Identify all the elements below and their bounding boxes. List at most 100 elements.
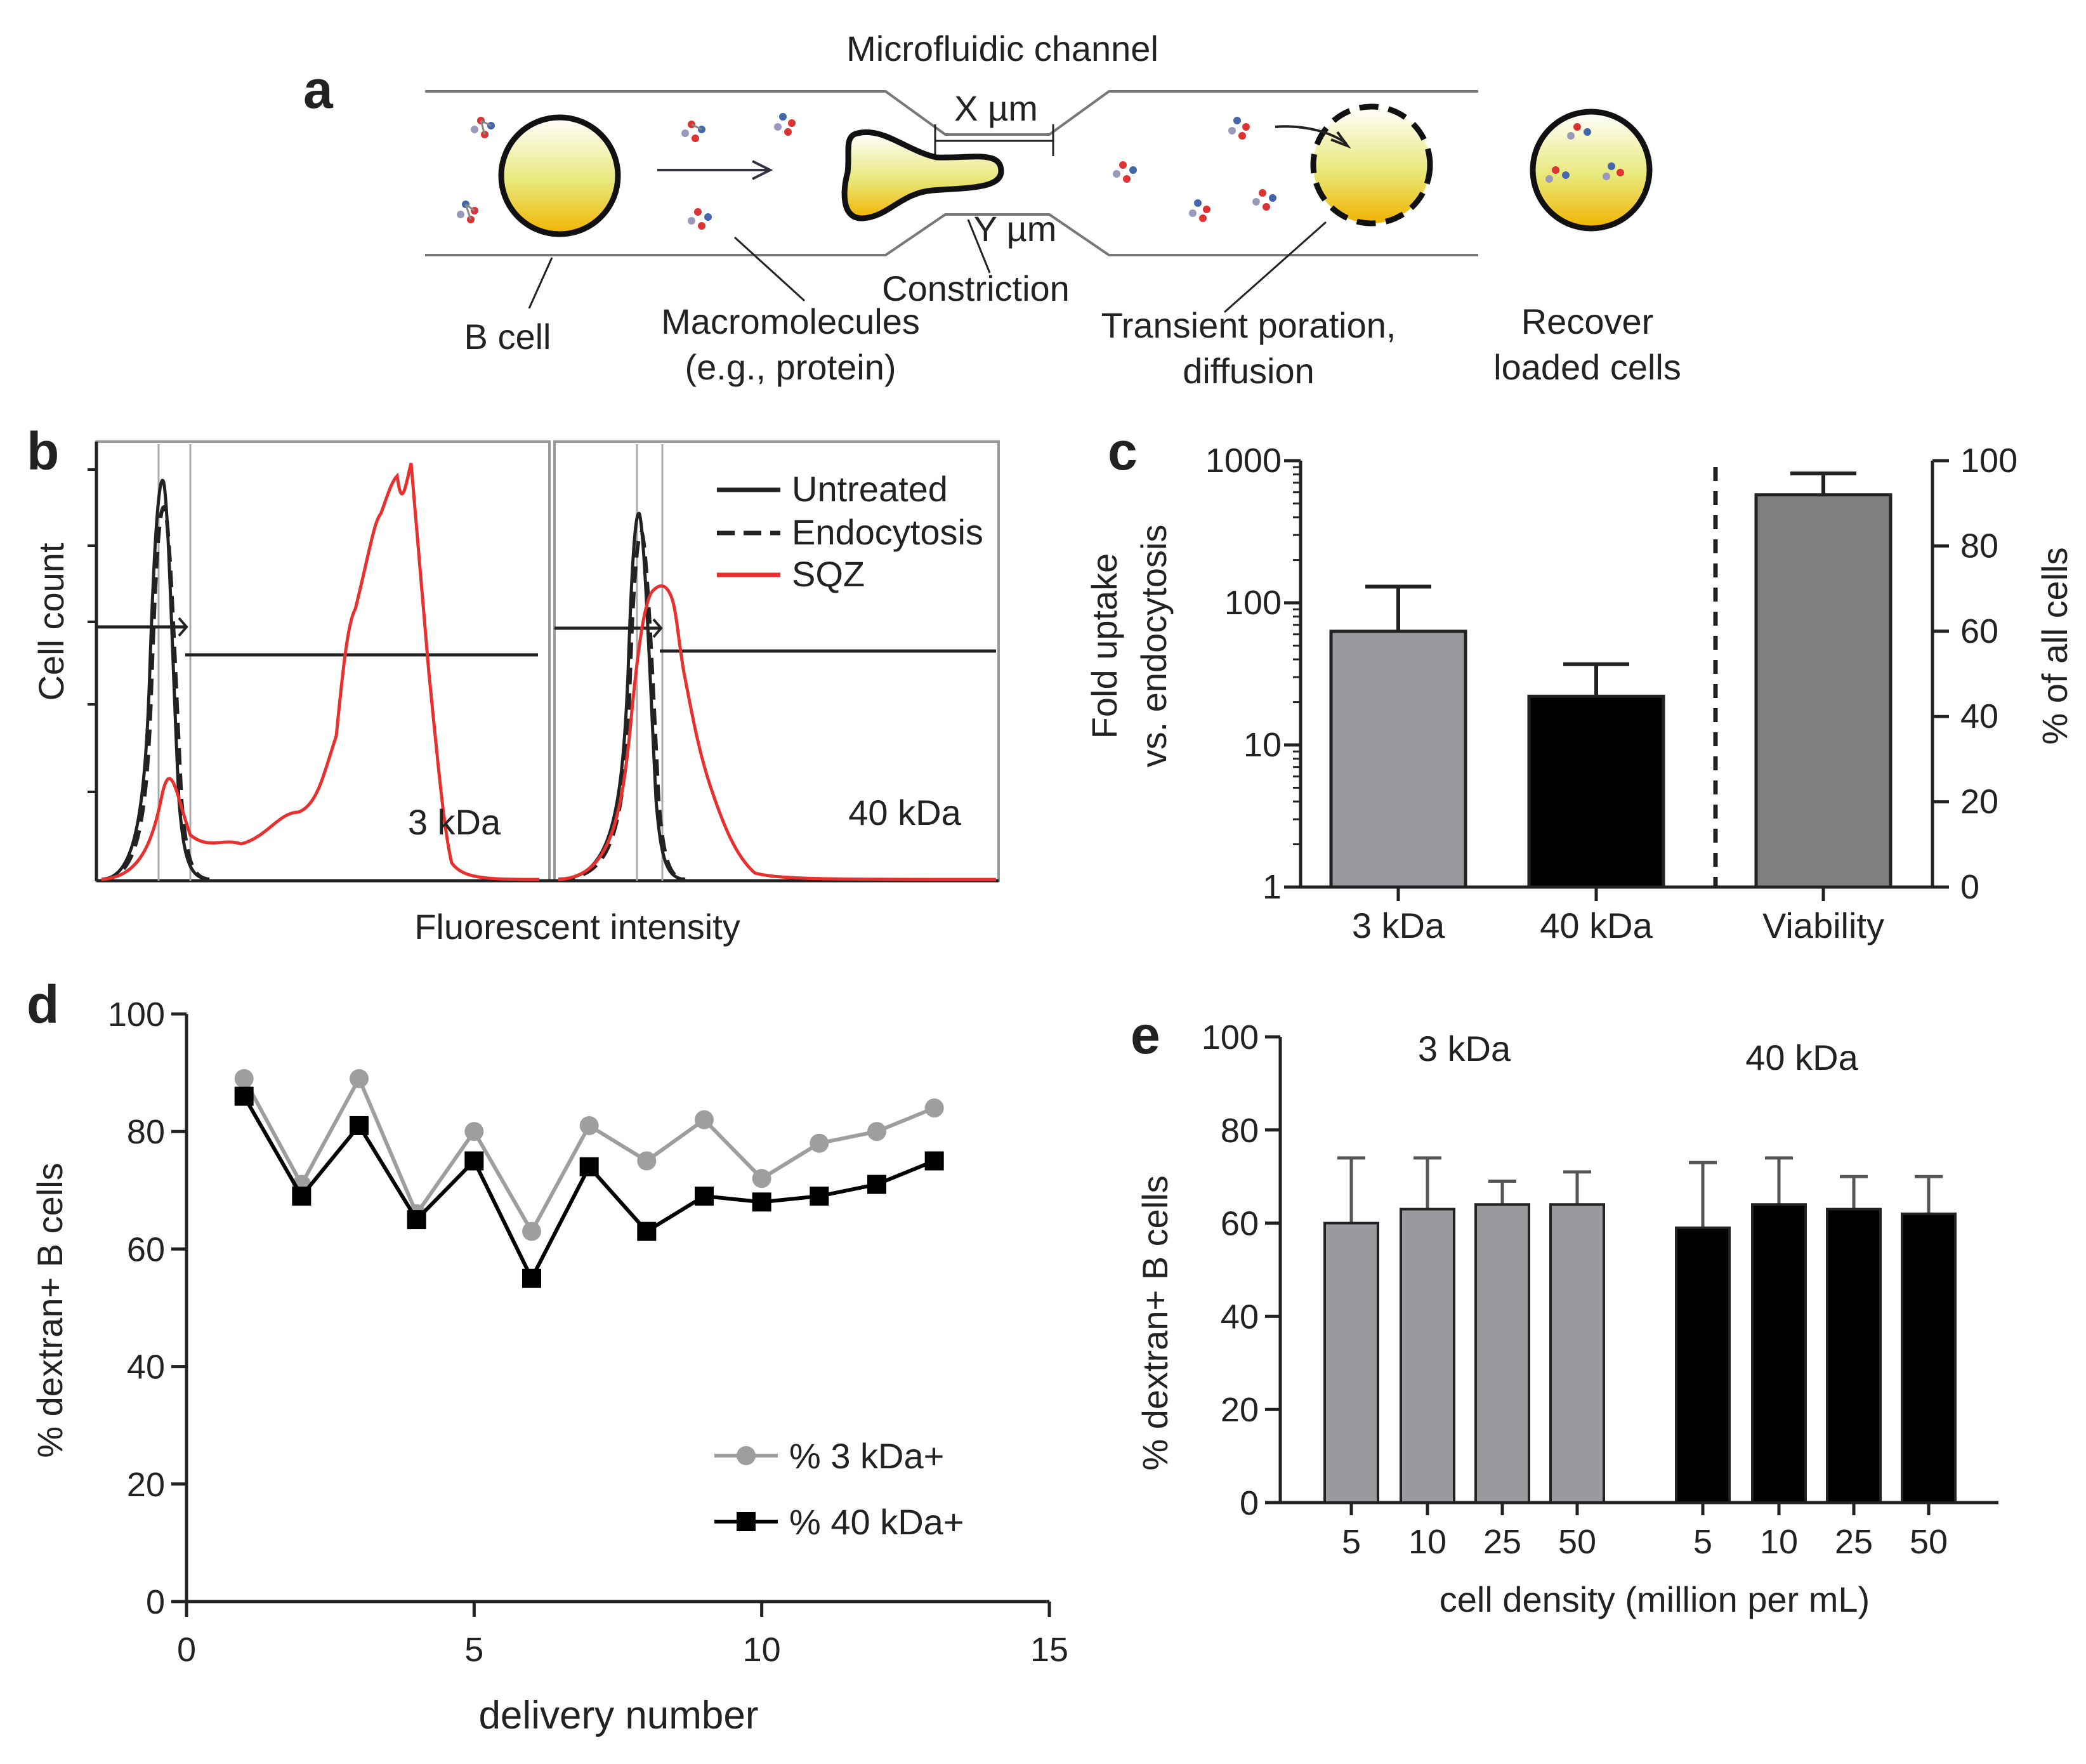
d-point-3kda	[579, 1116, 599, 1135]
e-xtick-label: 25	[1835, 1523, 1873, 1561]
legend-untreated: Untreated	[792, 469, 948, 509]
channel-top-wall	[425, 90, 1478, 136]
e-bar-1-1	[1751, 1203, 1807, 1504]
e-ylabel: % dextran+ B cells	[1135, 1175, 1175, 1470]
e-group-label-3kda: 3 kDa	[1418, 1029, 1511, 1069]
bcell-label: B cell	[464, 317, 551, 357]
histogram-xlabel: Fluorescent intensity	[414, 907, 740, 947]
c-ytick-right-label: 40	[1960, 697, 1998, 735]
d-point-40kda	[522, 1268, 541, 1288]
panel-b: b Cell count Fluorescent intensity 3 kDa	[27, 421, 1000, 947]
channel-bottom-wall	[425, 213, 1478, 256]
d-xtick-label: 5	[464, 1631, 483, 1669]
histogram-legend: Untreated Endocytosis SQZ	[717, 469, 983, 594]
e-ytick-label: 60	[1221, 1205, 1259, 1243]
e-ytick-label: 100	[1202, 1018, 1259, 1056]
e-xlabel: cell density (million per mL)	[1440, 1579, 1870, 1619]
entry-arrow	[1275, 125, 1348, 145]
constriction-pointer	[967, 219, 991, 273]
panel-e: e % dextran+ B cells cell density (milli…	[1131, 1005, 1998, 1619]
constriction-label: Constriction	[882, 268, 1070, 308]
c-ytick-right-label: 60	[1960, 612, 1998, 650]
c-bar-2	[1754, 493, 1892, 889]
c-bar-0	[1329, 629, 1467, 889]
e-bar-1-0	[1675, 1226, 1731, 1504]
d-xtick-label: 15	[1030, 1631, 1068, 1669]
d-point-40kda	[695, 1187, 714, 1206]
d-point-40kda	[464, 1151, 484, 1171]
histogram-panel-label-40kda: 40 kDa	[848, 793, 961, 833]
molecule-icon	[688, 208, 712, 230]
molecule-icon	[1252, 189, 1276, 211]
d-ytick-label: 40	[127, 1348, 165, 1386]
d-xtick-label: 10	[743, 1631, 781, 1669]
d-point-3kda	[695, 1110, 714, 1129]
hist-40kda-sqz	[558, 584, 997, 881]
d-ylabel: % dextran+ B cells	[30, 1162, 70, 1458]
d-legend-marker-1	[737, 1512, 756, 1531]
d-point-40kda	[407, 1210, 426, 1230]
d-point-40kda	[234, 1086, 254, 1106]
c-ytick-right-label: 80	[1960, 527, 1998, 565]
panel-d: d % dextran+ B cells delivery number 0 20…	[27, 975, 1068, 1737]
panel-letter-c: c	[1108, 421, 1138, 481]
d-point-3kda	[867, 1122, 886, 1142]
panel-letter-e: e	[1131, 1005, 1160, 1065]
d-ytick-label: 100	[108, 996, 165, 1034]
hist-3kda-sqz	[101, 463, 540, 881]
panel-letter-d: d	[27, 975, 59, 1034]
gate-arrow	[652, 618, 663, 638]
c-ytick-left-label: 1000	[1205, 442, 1282, 480]
macromolecule-icons	[457, 113, 1624, 230]
chart-e: 0 20 40 60 80 100 5 10 25 50 5 10 25 50	[1202, 1018, 1998, 1561]
d-ytick-label: 20	[127, 1466, 165, 1504]
poration-label-2: diffusion	[1183, 351, 1315, 391]
porated-cell	[1310, 103, 1433, 227]
macromolecules-example: (e.g., protein)	[685, 347, 896, 387]
d-legend-label-0: % 3 kDa+	[789, 1436, 944, 1476]
e-bar-1-2	[1826, 1208, 1882, 1504]
macromolecules-label: Macromolecules	[661, 301, 920, 341]
e-xtick-label: 10	[1408, 1523, 1446, 1561]
c-ylabel-left-2: vs. endocytosis	[1134, 525, 1174, 768]
d-ytick-label: 60	[127, 1230, 165, 1268]
d-point-3kda	[752, 1169, 771, 1188]
entry-arrow-head	[1330, 131, 1351, 149]
molecule-icon	[774, 113, 796, 136]
molecule-icon	[1545, 166, 1570, 183]
d-point-40kda	[810, 1187, 829, 1206]
histogram-yticks	[88, 468, 96, 793]
gate-arrow	[178, 617, 188, 637]
panel-a: a Microfluidic channel X µm	[303, 29, 1681, 391]
e-bar-0-2	[1474, 1203, 1530, 1504]
hist-40kda-endocytosis	[558, 530, 686, 881]
c-xtick-label: 40 kDa	[1540, 905, 1653, 945]
d-point-3kda	[234, 1069, 254, 1088]
e-xtick-label: 25	[1483, 1523, 1521, 1561]
d-point-40kda	[292, 1187, 312, 1206]
e-ytick-label: 20	[1221, 1391, 1259, 1429]
d-xtick-label: 0	[177, 1631, 196, 1669]
recover-label: Recover	[1521, 301, 1654, 341]
histogram-panel-label-3kda: 3 kDa	[408, 802, 501, 842]
d-point-40kda	[350, 1116, 369, 1135]
e-xtick-label: 10	[1760, 1523, 1798, 1561]
d-point-40kda	[579, 1157, 599, 1176]
panel-letter-b: b	[27, 421, 59, 481]
panel-c: c Fold uptake vs. endocytosis % of all c…	[1084, 421, 2075, 945]
macromolecule-pointer	[733, 236, 806, 302]
c-ylabel-right: % of all cells	[2035, 547, 2075, 744]
c-xtick-label: Viability	[1762, 905, 1884, 945]
d-point-3kda	[810, 1133, 829, 1153]
legend-endocytosis: Endocytosis	[792, 512, 983, 552]
histogram-ylabel: Cell count	[31, 543, 71, 701]
chart-c: 1 10 100 1000 0 20 40 60 80 100 3 kDa 40 kDa Viabili…	[1205, 442, 2017, 945]
c-ytick-right-label: 20	[1960, 783, 1998, 821]
squeezed-cell	[841, 129, 1004, 221]
c-ytick-left-label: 100	[1224, 584, 1282, 622]
e-xtick-label: 5	[1342, 1523, 1361, 1561]
molecule-icon	[1228, 117, 1250, 140]
e-xtick-label: 50	[1910, 1523, 1948, 1561]
depth-label: Y µm	[974, 209, 1057, 249]
d-ytick-label: 0	[146, 1583, 165, 1621]
